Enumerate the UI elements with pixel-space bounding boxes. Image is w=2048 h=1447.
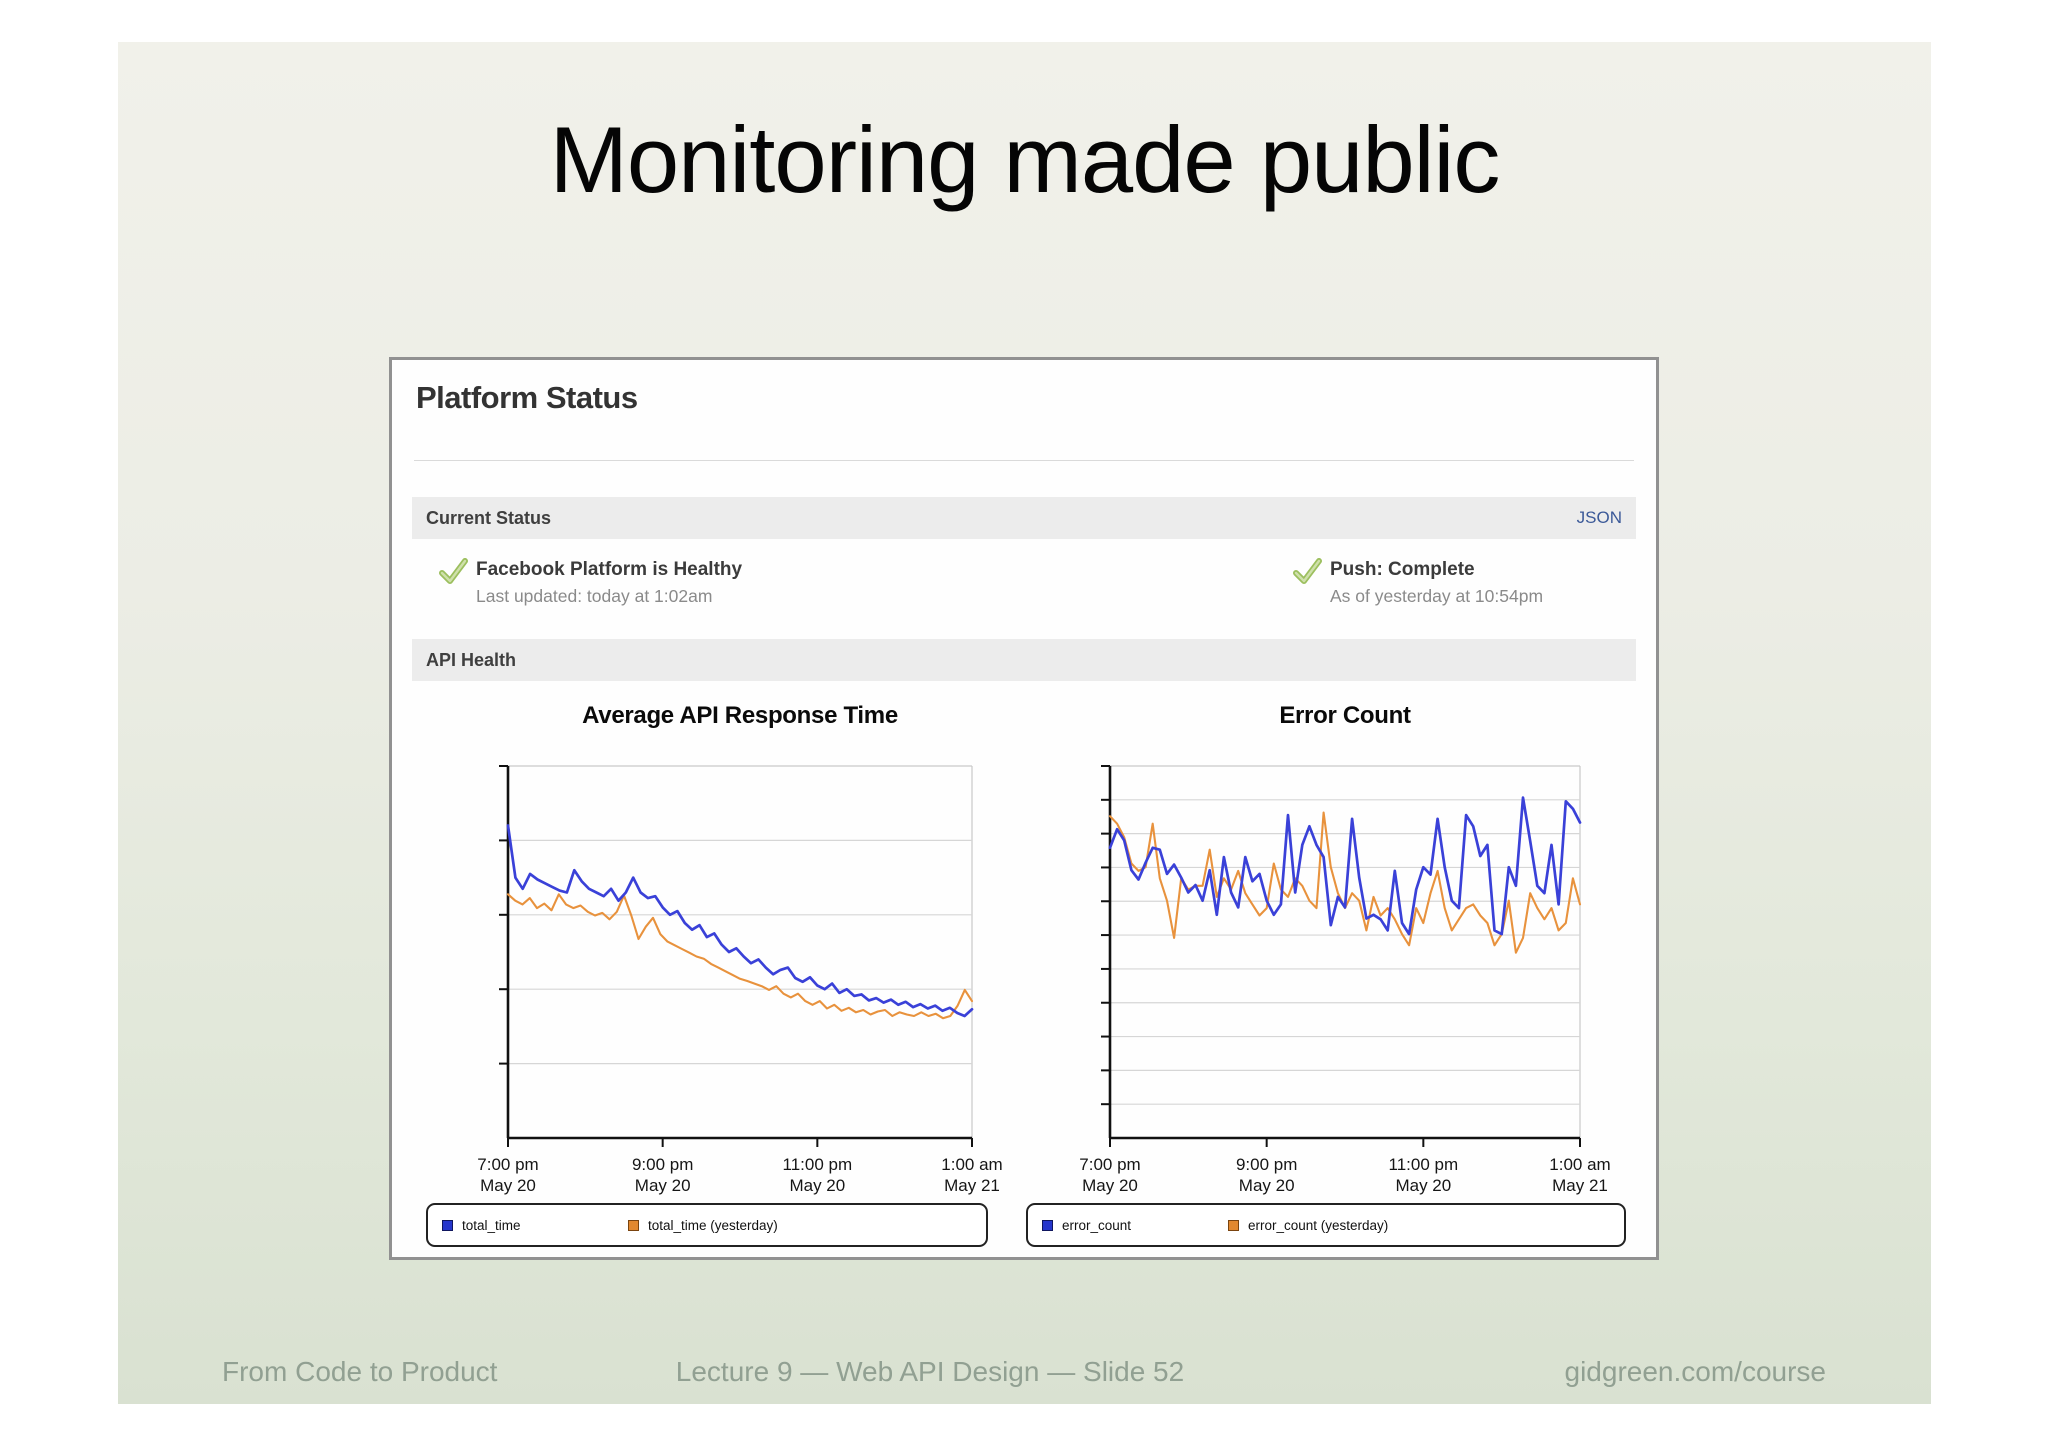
svg-text:11:00 pm: 11:00 pm	[783, 1155, 853, 1174]
legend-label: total_time	[462, 1217, 521, 1233]
blue-swatch-icon	[1042, 1219, 1053, 1231]
legend-label: total_time (yesterday)	[648, 1217, 778, 1233]
legend-item: error_count (yesterday)	[1228, 1205, 1388, 1245]
json-link[interactable]: JSON	[1576, 508, 1622, 527]
svg-text:May 21: May 21	[944, 1176, 1000, 1195]
footer-url: gidgreen.com/course	[1564, 1356, 1826, 1387]
chart-title-error-count: Error Count	[1279, 702, 1411, 729]
api-health-header-bar: API Health	[412, 639, 1636, 681]
footer-lecture-info: Lecture 9 — Web API Design — Slide 52	[675, 1356, 1185, 1387]
svg-text:May 20: May 20	[1082, 1176, 1138, 1195]
response-time-chart: 7:00 pm May 20 9:00 pm May 20 11:00 pm May 20…	[477, 765, 1003, 1195]
panel-title: Platform Status	[416, 380, 638, 415]
slide-title: Monitoring made public	[549, 107, 1501, 212]
svg-text:11:00 pm: 11:00 pm	[1389, 1155, 1459, 1174]
legend-label: error_count	[1062, 1217, 1132, 1233]
orange-swatch-icon	[1228, 1219, 1239, 1231]
svg-text:1:00 am: 1:00 am	[1549, 1155, 1610, 1174]
check-icon	[1293, 558, 1322, 584]
status-subtitle: As of yesterday at 10:54pm	[1330, 586, 1544, 606]
status-subtitle: Last updated: today at 1:02am	[476, 586, 713, 606]
legend-item: total_time	[442, 1205, 521, 1245]
svg-text:7:00 pm: 7:00 pm	[1079, 1155, 1140, 1174]
api-health-header: API Health	[426, 650, 517, 670]
svg-text:May 20: May 20	[1239, 1176, 1295, 1195]
response-time-legend: total_time total_time (yesterday)	[426, 1203, 988, 1247]
status-title: Push: Complete	[1330, 559, 1475, 580]
platform-status-panel: Platform Status Current Status JSON Face…	[389, 357, 1659, 1260]
slide-background: Monitoring made public Platform Status C…	[118, 42, 1931, 1404]
chart-title-response-time: Average API Response Time	[582, 702, 898, 729]
blue-swatch-icon	[442, 1219, 453, 1231]
current-status-header-bar: Current Status JSON	[412, 497, 1636, 539]
footer-course-name: From Code to Product	[222, 1356, 498, 1387]
check-icon	[439, 558, 468, 584]
error-count-legend: error_count error_count (yesterday)	[1026, 1203, 1626, 1247]
svg-text:May 20: May 20	[480, 1176, 536, 1195]
divider	[414, 460, 1634, 461]
error-count-chart: 7:00 pm May 20 9:00 pm May 20 11:00 pm May 20…	[1079, 765, 1611, 1195]
svg-text:7:00 pm: 7:00 pm	[477, 1155, 538, 1174]
legend-label: error_count (yesterday)	[1248, 1217, 1389, 1233]
svg-text:May 20: May 20	[1395, 1176, 1451, 1195]
svg-text:May 20: May 20	[635, 1176, 691, 1195]
svg-text:May 21: May 21	[1552, 1176, 1608, 1195]
legend-item: error_count	[1042, 1205, 1131, 1245]
current-status-header: Current Status	[426, 508, 552, 528]
orange-swatch-icon	[628, 1219, 639, 1231]
svg-text:9:00 pm: 9:00 pm	[632, 1155, 693, 1174]
svg-text:1:00 am: 1:00 am	[941, 1155, 1002, 1174]
svg-text:May 20: May 20	[789, 1176, 845, 1195]
status-title: Facebook Platform is Healthy	[476, 559, 743, 580]
legend-item: total_time (yesterday)	[628, 1205, 778, 1245]
svg-text:9:00 pm: 9:00 pm	[1236, 1155, 1297, 1174]
